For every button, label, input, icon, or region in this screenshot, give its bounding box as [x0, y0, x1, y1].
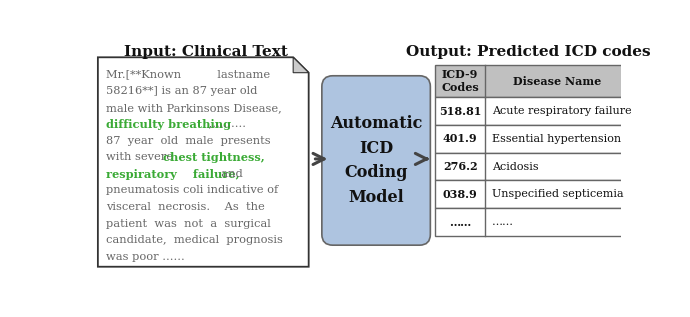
Bar — [435, 208, 629, 236]
Text: 518.81: 518.81 — [439, 106, 482, 117]
Polygon shape — [98, 57, 308, 267]
Text: Acute respiratory failure: Acute respiratory failure — [491, 106, 631, 116]
Text: ,………: ,……… — [205, 119, 246, 129]
Text: Acidosis: Acidosis — [491, 162, 538, 171]
Text: 276.2: 276.2 — [443, 161, 477, 172]
Text: Automatic
ICD
Coding
Model: Automatic ICD Coding Model — [330, 115, 422, 206]
Text: patient  was  not  a  surgical: patient was not a surgical — [106, 219, 270, 229]
Polygon shape — [293, 57, 308, 73]
Bar — [435, 153, 629, 180]
Bar — [435, 97, 629, 125]
Text: with severe: with severe — [106, 152, 176, 162]
Text: Disease Name: Disease Name — [513, 76, 601, 87]
Text: ICD-9
Codes: ICD-9 Codes — [442, 69, 479, 93]
Text: male with Parkinsons Disease,: male with Parkinsons Disease, — [106, 103, 282, 113]
Text: 401.9: 401.9 — [443, 133, 477, 145]
Text: ……: …… — [491, 217, 513, 227]
Text: Output: Predicted ICD codes: Output: Predicted ICD codes — [406, 45, 650, 59]
FancyBboxPatch shape — [322, 76, 431, 245]
Text: Essential hypertension: Essential hypertension — [491, 134, 621, 144]
Text: visceral  necrosis.    As  the: visceral necrosis. As the — [106, 202, 264, 212]
Bar — [435, 125, 629, 153]
Text: Input: Clinical Text: Input: Clinical Text — [124, 45, 288, 59]
Text: chest tightness,: chest tightness, — [163, 152, 265, 163]
Text: pneumatosis coli indicative of: pneumatosis coli indicative of — [106, 185, 278, 196]
Text: 87  year  old  male  presents: 87 year old male presents — [106, 136, 270, 146]
Text: respiratory    failure,: respiratory failure, — [106, 169, 239, 180]
Text: was poor ……: was poor …… — [106, 252, 184, 262]
Text: difficulty breathing: difficulty breathing — [106, 119, 230, 130]
Bar — [435, 180, 629, 208]
Text: and: and — [214, 169, 243, 179]
Text: Unspecified septicemia: Unspecified septicemia — [491, 189, 623, 199]
Text: ……: …… — [449, 217, 471, 228]
Text: 038.9: 038.9 — [443, 189, 477, 200]
Bar — [435, 65, 629, 97]
Text: Mr.[**Known          lastname: Mr.[**Known lastname — [106, 70, 270, 80]
Text: candidate,  medical  prognosis: candidate, medical prognosis — [106, 235, 282, 245]
Text: 58216**] is an 87 year old: 58216**] is an 87 year old — [106, 86, 257, 96]
